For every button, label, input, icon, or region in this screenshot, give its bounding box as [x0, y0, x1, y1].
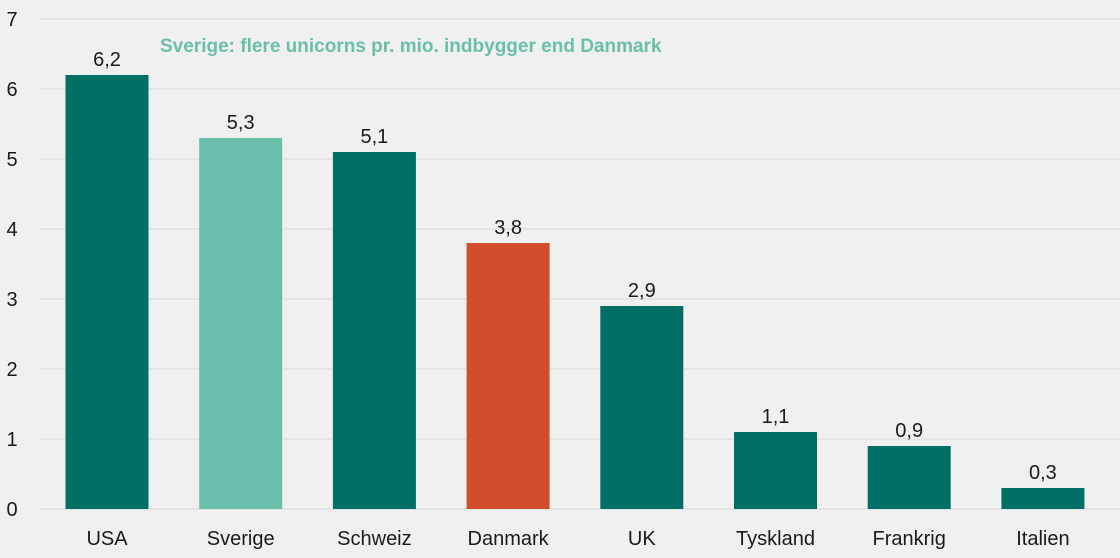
y-tick-label: 5 — [6, 149, 17, 171]
y-tick-label: 3 — [6, 289, 17, 311]
y-tick-label: 1 — [6, 429, 17, 451]
bar-danmark — [466, 243, 550, 509]
bar-sverige — [199, 138, 283, 509]
y-tick-label: 6 — [6, 79, 17, 101]
bars — [65, 75, 1085, 509]
y-axis-ticks: 0 1 2 3 4 5 6 7 — [6, 9, 17, 521]
value-label-usa: 6,2 — [93, 49, 121, 71]
x-tick-label-schweiz: Schweiz — [337, 528, 411, 550]
y-tick-label: 0 — [6, 499, 17, 521]
y-tick-label: 4 — [6, 219, 17, 241]
value-labels: 6,2 5,3 5,1 3,8 2,9 1,1 0,9 0,3 — [93, 49, 1057, 484]
value-label-uk: 2,9 — [628, 280, 656, 302]
chart-annotation: Sverige: flere unicorns pr. mio. indbygg… — [160, 36, 662, 57]
value-label-tyskland: 1,1 — [762, 406, 790, 428]
x-tick-label-uk: UK — [628, 528, 656, 550]
value-label-schweiz: 5,1 — [360, 126, 388, 148]
value-label-danmark: 3,8 — [494, 217, 522, 239]
x-tick-label-danmark: Danmark — [468, 528, 550, 550]
x-tick-label-sverige: Sverige — [207, 528, 275, 550]
x-tick-label-tyskland: Tyskland — [736, 528, 815, 550]
bar-usa — [65, 75, 149, 509]
x-tick-label-usa: USA — [86, 528, 128, 550]
x-tick-label-frankrig: Frankrig — [873, 528, 946, 550]
bar-italien — [1001, 488, 1085, 509]
value-label-sverige: 5,3 — [227, 112, 255, 134]
x-tick-label-italien: Italien — [1016, 528, 1069, 550]
y-tick-label: 7 — [6, 9, 17, 31]
y-tick-label: 2 — [6, 359, 17, 381]
bar-schweiz — [332, 152, 416, 509]
value-label-italien: 0,3 — [1029, 462, 1057, 484]
x-axis-ticks: USA Sverige Schweiz Danmark UK Tyskland Frankr… — [86, 528, 1069, 550]
bar-frankrig — [867, 446, 951, 509]
bar-tyskland — [734, 432, 817, 509]
bar-uk — [600, 306, 684, 509]
value-label-frankrig: 0,9 — [895, 420, 923, 442]
